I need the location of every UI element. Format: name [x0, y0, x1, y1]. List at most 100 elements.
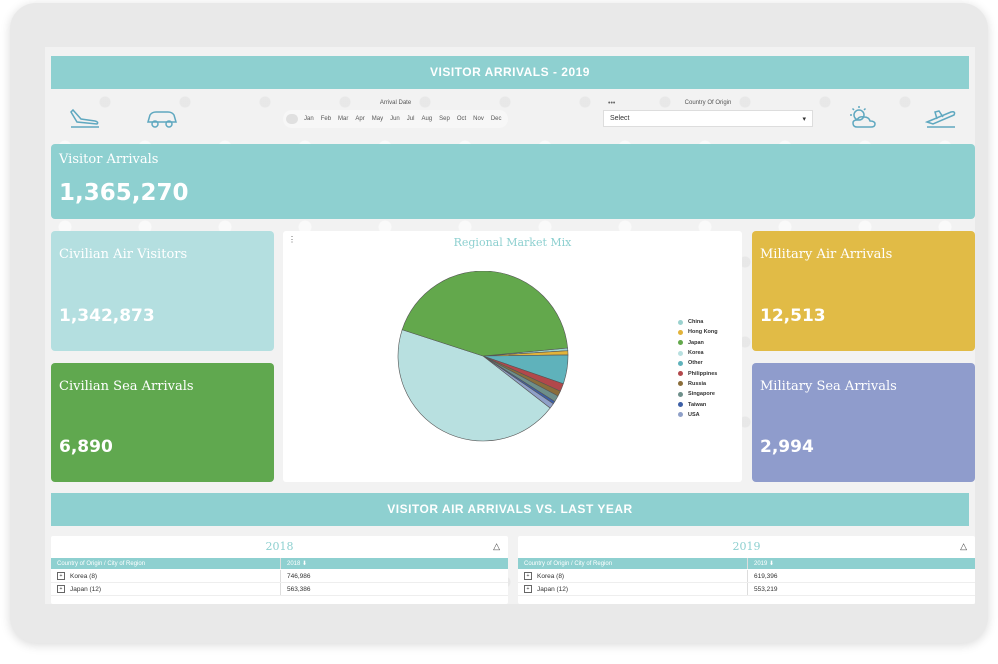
month-may[interactable]: May	[371, 116, 384, 122]
table-2018: 2018 △ Country of Origin / City of Regio…	[51, 536, 508, 604]
visitor-arrivals-label: Visitor Arrivals	[59, 152, 159, 167]
expand-icon[interactable]: +	[57, 585, 65, 593]
legend-item[interactable]: USA	[678, 410, 718, 420]
month-aug[interactable]: Aug	[421, 116, 433, 122]
legend-item[interactable]: Other	[678, 358, 718, 368]
table-header: Country of Origin / City of Region 2019 …	[518, 558, 975, 569]
column-country[interactable]: Country of Origin / City of Region	[524, 560, 613, 567]
legend-item[interactable]: Philippines	[678, 368, 718, 378]
plane-landing-icon[interactable]	[55, 100, 115, 136]
legend-swatch	[678, 381, 683, 387]
month-jul[interactable]: Jul	[406, 116, 415, 122]
country-label: Country Of Origin	[684, 100, 732, 106]
month-apr[interactable]: Apr	[355, 116, 365, 122]
legend-swatch	[678, 391, 683, 397]
warning-icon[interactable]: △	[493, 541, 500, 551]
column-country[interactable]: Country of Origin / City of Region	[57, 560, 146, 567]
row-value: 563,386	[280, 583, 311, 595]
page-title: VISITOR ARRIVALS - 2019	[51, 56, 969, 89]
row-country: Japan (12)	[70, 585, 102, 593]
sort-desc-icon: ⬇	[302, 561, 308, 567]
military-sea-value: 2,994	[760, 437, 814, 457]
column-year[interactable]: 2018 ⬇	[280, 558, 307, 569]
pie-slice-japan[interactable]	[401, 271, 568, 357]
legend-label: Other	[688, 360, 703, 367]
month-nov[interactable]: Nov	[473, 116, 484, 122]
military-air-label: Military Air Arrivals	[760, 247, 893, 262]
legend-label: Taiwan	[688, 401, 707, 408]
plane-takeoff-icon[interactable]	[911, 100, 971, 136]
table-row[interactable]: + Japan (12) 553,219	[518, 583, 975, 596]
column-year[interactable]: 2019 ⬇	[747, 558, 774, 569]
table-row[interactable]: + Korea (8) 619,396	[518, 570, 975, 583]
legend-item[interactable]: Russia	[678, 379, 718, 389]
row-country: Korea (8)	[70, 572, 98, 580]
table-row[interactable]: + Korea (8) 746,986	[51, 570, 508, 583]
country-select-value: Select	[610, 115, 630, 122]
sort-desc-icon: ⬇	[769, 561, 775, 567]
civilian-air-card: Civilian Air Visitors 1,342,873	[51, 231, 274, 351]
legend-label: Russia	[688, 380, 707, 387]
arrival-date-label: Arrival Date	[379, 100, 412, 106]
military-sea-card: Military Sea Arrivals 2,994	[752, 363, 975, 482]
legend-label: China	[688, 319, 704, 326]
legend-item[interactable]: Japan	[678, 338, 718, 348]
month-dec[interactable]: Dec	[490, 116, 502, 122]
legend-item[interactable]: Hong Kong	[678, 327, 718, 337]
military-air-value: 12,513	[760, 306, 826, 326]
row-country: Japan (12)	[537, 585, 569, 593]
table-year-2018: 2018	[265, 540, 294, 553]
expand-icon[interactable]: +	[57, 572, 65, 580]
chart-menu-icon[interactable]: ⋮	[288, 235, 296, 244]
legend-swatch	[678, 329, 683, 335]
sun-cloud-icon[interactable]	[833, 100, 893, 136]
legend-label: Philippines	[688, 370, 718, 377]
civilian-sea-card: Civilian Sea Arrivals 6,890	[51, 363, 274, 482]
month-selector[interactable]: Jan Feb Mar Apr May Jun Jul Aug Sep Oct …	[283, 110, 508, 128]
civilian-air-value: 1,342,873	[59, 306, 155, 326]
more-options-icon[interactable]: •••	[608, 100, 616, 107]
chart-title: Regional Market Mix	[453, 236, 572, 249]
legend-item[interactable]: Singapore	[678, 389, 718, 399]
regional-market-mix-chart: ⋮ Regional Market Mix China Hong Kong Japa…	[283, 231, 742, 482]
car-icon[interactable]	[132, 100, 192, 136]
pie-chart	[397, 271, 569, 442]
month-sep[interactable]: Sep	[439, 116, 450, 122]
legend-swatch	[678, 402, 683, 408]
civilian-sea-value: 6,890	[59, 437, 113, 457]
legend-label: Japan	[688, 339, 704, 346]
arrival-date-filter: Arrival Date Jan Feb Mar Apr May Jun Jul…	[283, 100, 508, 128]
row-value: 619,396	[747, 570, 778, 582]
row-country: Korea (8)	[537, 572, 565, 580]
legend-swatch	[678, 360, 683, 366]
month-jun[interactable]: Jun	[390, 116, 400, 122]
legend-item[interactable]: Korea	[678, 348, 718, 358]
month-jan[interactable]: Jan	[304, 116, 314, 122]
tablet-frame: VISITOR ARRIVALS - 2019 Arrival Date Jan…	[10, 3, 988, 643]
legend-swatch	[678, 319, 683, 325]
month-toggle[interactable]	[286, 114, 298, 124]
military-air-card: Military Air Arrivals 12,513	[752, 231, 975, 351]
visitor-arrivals-card: Visitor Arrivals 1,365,270	[51, 144, 975, 219]
civilian-sea-label: Civilian Sea Arrivals	[59, 379, 194, 394]
warning-icon[interactable]: △	[960, 541, 967, 551]
country-select[interactable]: Select ▾	[603, 110, 813, 127]
legend-label: USA	[688, 411, 700, 418]
expand-icon[interactable]: +	[524, 585, 532, 593]
chevron-down-icon: ▾	[802, 115, 806, 123]
legend-item[interactable]: China	[678, 317, 718, 327]
month-mar[interactable]: Mar	[338, 116, 349, 122]
month-oct[interactable]: Oct	[456, 116, 467, 122]
row-value: 553,219	[747, 583, 778, 595]
legend-swatch	[678, 412, 683, 418]
legend-item[interactable]: Taiwan	[678, 399, 718, 409]
month-feb[interactable]: Feb	[320, 116, 332, 122]
column-year-label: 2019	[754, 560, 768, 567]
expand-icon[interactable]: +	[524, 572, 532, 580]
pie-slice-korea[interactable]	[397, 329, 551, 442]
table-row[interactable]: + Japan (12) 563,386	[51, 583, 508, 596]
table-header: Country of Origin / City of Region 2018 …	[51, 558, 508, 569]
chart-legend: China Hong Kong Japan Korea Other Philippines…	[678, 317, 718, 420]
table-year-2019: 2019	[732, 540, 761, 553]
civilian-air-label: Civilian Air Visitors	[59, 247, 188, 262]
